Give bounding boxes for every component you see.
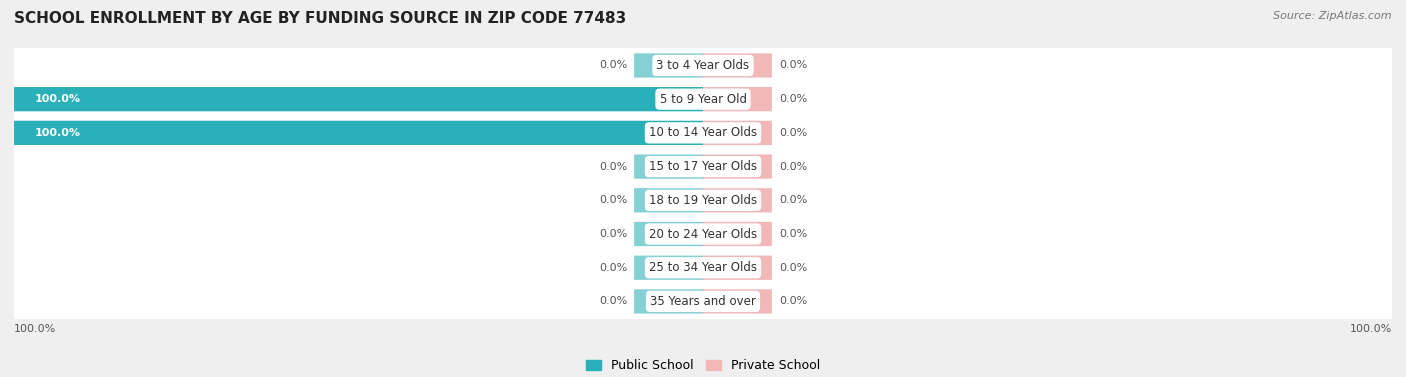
Text: SCHOOL ENROLLMENT BY AGE BY FUNDING SOURCE IN ZIP CODE 77483: SCHOOL ENROLLMENT BY AGE BY FUNDING SOUR… [14,11,626,26]
FancyBboxPatch shape [703,155,772,179]
Text: 20 to 24 Year Olds: 20 to 24 Year Olds [650,227,756,241]
Text: 3 to 4 Year Olds: 3 to 4 Year Olds [657,59,749,72]
Text: 0.0%: 0.0% [779,162,807,172]
Text: 100.0%: 100.0% [14,324,56,334]
Text: 0.0%: 0.0% [779,229,807,239]
FancyBboxPatch shape [13,115,1393,150]
Text: 100.0%: 100.0% [1350,324,1392,334]
FancyBboxPatch shape [13,250,1393,285]
FancyBboxPatch shape [703,87,772,111]
FancyBboxPatch shape [634,188,703,212]
FancyBboxPatch shape [14,121,703,145]
Text: 35 Years and over: 35 Years and over [650,295,756,308]
FancyBboxPatch shape [703,53,772,78]
Text: 0.0%: 0.0% [779,128,807,138]
FancyBboxPatch shape [703,121,772,145]
FancyBboxPatch shape [634,155,703,179]
FancyBboxPatch shape [703,222,772,246]
Text: 100.0%: 100.0% [35,128,80,138]
Legend: Public School, Private School: Public School, Private School [581,354,825,377]
Text: 0.0%: 0.0% [599,296,627,307]
Text: 0.0%: 0.0% [779,60,807,70]
FancyBboxPatch shape [634,222,703,246]
Text: 10 to 14 Year Olds: 10 to 14 Year Olds [650,126,756,139]
Text: 18 to 19 Year Olds: 18 to 19 Year Olds [650,194,756,207]
Text: 15 to 17 Year Olds: 15 to 17 Year Olds [650,160,756,173]
Text: 0.0%: 0.0% [779,296,807,307]
Text: 0.0%: 0.0% [599,263,627,273]
FancyBboxPatch shape [13,216,1393,252]
FancyBboxPatch shape [13,182,1393,218]
FancyBboxPatch shape [13,284,1393,319]
FancyBboxPatch shape [14,87,703,111]
FancyBboxPatch shape [634,256,703,280]
FancyBboxPatch shape [703,256,772,280]
Text: 0.0%: 0.0% [599,60,627,70]
Text: 100.0%: 100.0% [35,94,80,104]
Text: 0.0%: 0.0% [779,195,807,205]
Text: 0.0%: 0.0% [779,263,807,273]
Text: 0.0%: 0.0% [599,229,627,239]
FancyBboxPatch shape [703,289,772,314]
FancyBboxPatch shape [634,289,703,314]
Text: 25 to 34 Year Olds: 25 to 34 Year Olds [650,261,756,274]
FancyBboxPatch shape [13,149,1393,184]
Text: 0.0%: 0.0% [599,195,627,205]
FancyBboxPatch shape [703,188,772,212]
Text: Source: ZipAtlas.com: Source: ZipAtlas.com [1274,11,1392,21]
FancyBboxPatch shape [634,53,703,78]
Text: 0.0%: 0.0% [779,94,807,104]
FancyBboxPatch shape [13,81,1393,117]
FancyBboxPatch shape [13,48,1393,83]
Text: 0.0%: 0.0% [599,162,627,172]
Text: 5 to 9 Year Old: 5 to 9 Year Old [659,93,747,106]
